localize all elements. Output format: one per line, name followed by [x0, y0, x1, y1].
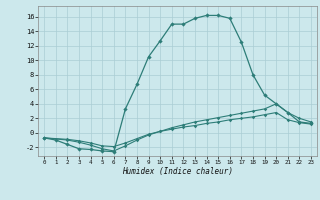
X-axis label: Humidex (Indice chaleur): Humidex (Indice chaleur)	[122, 167, 233, 176]
